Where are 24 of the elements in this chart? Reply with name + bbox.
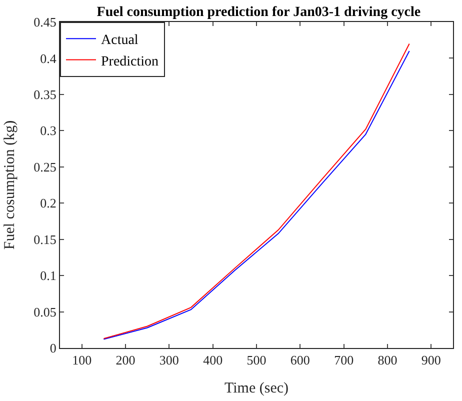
chart-title: Fuel consumption prediction for Jan03-1 driving cycle [96,4,421,20]
x-tick-label: 300 [159,352,179,368]
x-tick-label: 900 [421,352,441,368]
x-tick-label: 400 [203,352,223,368]
y-tick-label: 0.15 [34,232,56,247]
legend-label: Prediction [101,54,159,70]
y-tick-label: 0.45 [34,14,56,30]
y-tick-label: 0.2 [40,196,56,211]
x-tick-label: 100 [72,352,92,368]
y-tick-label: 0.25 [34,159,56,174]
x-axis-title: Time (sec) [224,380,289,397]
x-tick-label: 700 [334,352,354,368]
y-tick-label: 0.05 [34,304,56,320]
legend-label: Actual [101,33,138,48]
y-tick-label: 0 [50,340,56,356]
x-tick-label: 500 [246,352,266,368]
y-tick-label: 0.35 [34,86,56,102]
y-tick-label: 0.3 [40,123,56,138]
y-axis-title: Fuel cosumption (kg) [2,120,18,250]
y-tick-label: 0.1 [40,268,56,284]
y-tick-label: 0.4 [40,50,57,66]
x-tick-label: 200 [116,352,136,368]
x-tick-label: 800 [378,352,398,368]
x-tick-label: 600 [290,352,310,368]
